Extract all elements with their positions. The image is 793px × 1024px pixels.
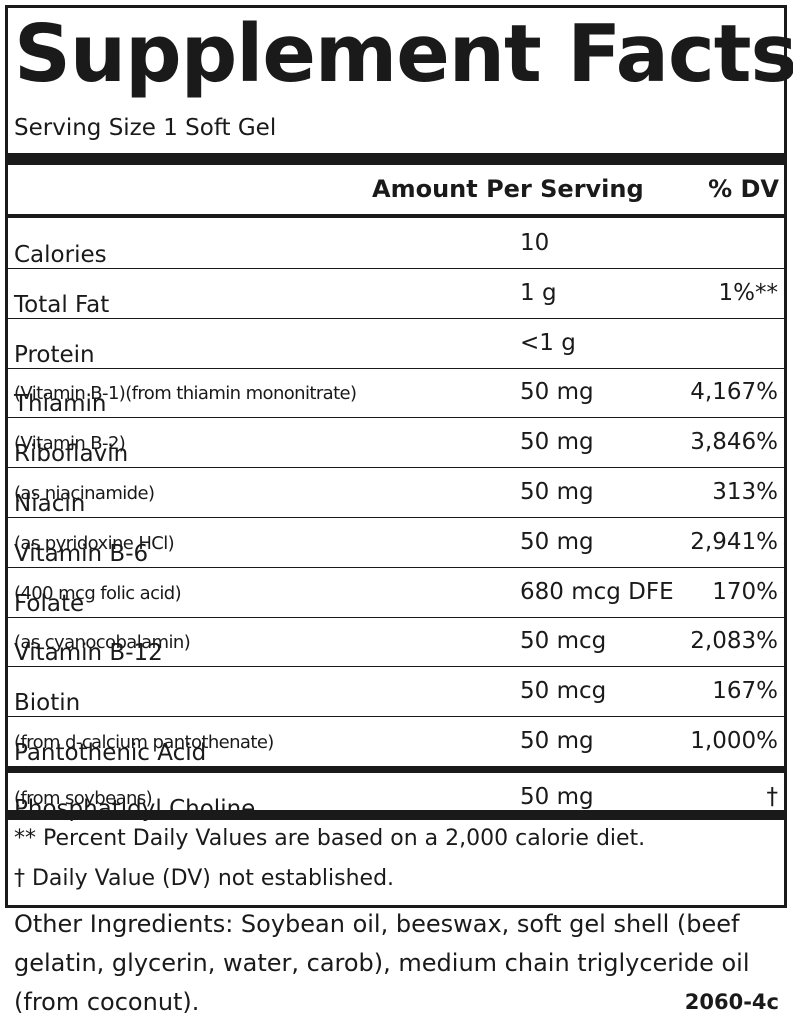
nutrient-name: Protein <box>14 341 95 368</box>
nutrient-row: Calories 10 <box>5 218 787 269</box>
nutrient-name-cell: Phosphatidyl Choline (from soybeans) <box>14 784 255 822</box>
nutrient-row: Protein <1 g <box>5 318 787 369</box>
amount: 50 mcg <box>520 678 607 705</box>
amount: 680 mcg DFE <box>520 578 674 605</box>
product-code: 2060-4c <box>684 990 779 1014</box>
nutrient-note: (400 mcg folic acid) <box>14 582 182 604</box>
amount-header: Amount Per Serving <box>372 175 644 203</box>
nutrient-name-cell: Folate (400 mcg folic acid) <box>14 579 182 617</box>
nutrient-name: Biotin <box>14 690 81 717</box>
thick-rule <box>5 810 787 820</box>
nutrient-row: Total Fat 1 g 1%** <box>5 268 787 319</box>
nutrient-name: Vitamin B-6 <box>14 540 149 567</box>
nutrient-row: Vitamin B-12 (as cyanocobalamin) 50 mcg 2,… <box>5 616 787 668</box>
nutrient-row: Niacin (as niacinamide) 50 mg 313% <box>5 467 787 518</box>
nutrient-name-cell: Pantothenic Acid (from d-calcium pantoth… <box>14 728 274 766</box>
amount: 50 mg <box>520 728 594 754</box>
nutrient-name: Calories <box>14 242 107 268</box>
nutrient-note: (from soybeans) <box>14 788 153 809</box>
nutrient-name: Riboflavin <box>14 441 129 468</box>
daily-value: † <box>766 784 779 810</box>
nutrient-row: Thiamin (Vitamin B-1)(from thiamin monon… <box>5 367 787 419</box>
rule <box>5 214 787 218</box>
footnote: ** Percent Daily Values are based on a 2… <box>14 826 646 851</box>
nutrient-name-cell: Vitamin B-12 (as cyanocobalamin) <box>14 628 191 666</box>
nutrient-note: (as cyanocobalamin) <box>14 632 191 654</box>
nutrient-name: Thiamin <box>14 391 107 418</box>
dv-header: % DV <box>708 175 779 203</box>
amount: 50 mcg <box>520 628 607 655</box>
nutrient-row: Pantothenic Acid (from d-calcium pantoth… <box>5 716 787 766</box>
amount: 50 mg <box>520 429 594 456</box>
thick-rule <box>5 766 787 773</box>
daily-value: 2,083% <box>690 628 778 655</box>
amount: 50 mg <box>520 784 594 810</box>
nutrient-name: Folate <box>14 590 85 617</box>
nutrient-row: Phosphatidyl Choline (from soybeans) 50 m… <box>5 772 787 822</box>
amount: 1 g <box>520 279 557 306</box>
daily-value: 170% <box>712 578 778 605</box>
daily-value: 4,167% <box>690 379 778 406</box>
daily-value: 1,000% <box>690 728 778 754</box>
daily-value: 1%** <box>718 279 779 306</box>
nutrient-name: Pantothenic Acid <box>14 740 207 766</box>
nutrient-name-cell: Riboflavin (Vitamin B-2) <box>14 429 128 467</box>
amount: 10 <box>520 230 550 256</box>
nutrient-note: (as niacinamide) <box>14 483 155 504</box>
nutrient-name: Vitamin B-12 <box>14 640 163 667</box>
other-ingredients: Other Ingredients: Soybean oil, beeswax,… <box>14 910 750 1016</box>
nutrient-note: (from d-calcium pantothenate) <box>14 732 274 753</box>
daily-value: 167% <box>712 678 778 705</box>
daily-value: 2,941% <box>690 528 778 555</box>
nutrient-row: Biotin 50 mcg 167% <box>5 666 787 718</box>
nutrient-name: Niacin <box>14 491 86 517</box>
amount: 50 mg <box>520 479 594 505</box>
nutrient-row: Riboflavin (Vitamin B-2) 50 mg 3,846% <box>5 417 787 469</box>
amount: 50 mg <box>520 379 594 406</box>
nutrient-name-cell: Thiamin (Vitamin B-1)(from thiamin monon… <box>14 379 357 417</box>
title: Supplement Facts <box>14 8 793 100</box>
daily-value: 3,846% <box>690 429 778 456</box>
nutrient-name-cell: Niacin (as niacinamide) <box>14 479 155 517</box>
nutrient-note: (Vitamin B-2) <box>14 433 126 455</box>
thick-rule <box>5 153 787 165</box>
nutrient-name: Total Fat <box>14 291 110 318</box>
nutrient-note: (as pyridoxine HCl) <box>14 532 175 554</box>
daily-value: 313% <box>712 479 778 505</box>
nutrient-note: (Vitamin B-1)(from thiamin mononitrate) <box>14 383 357 405</box>
amount: <1 g <box>520 329 576 356</box>
amount: 50 mg <box>520 528 594 555</box>
label-border <box>5 5 787 908</box>
footnote: † Daily Value (DV) not established. <box>14 866 395 891</box>
serving-size: Serving Size 1 Soft Gel <box>14 115 277 141</box>
nutrient-row: Vitamin B-6 (as pyridoxine HCl) 50 mg 2,94… <box>5 517 787 568</box>
nutrient-name-cell: Vitamin B-6 (as pyridoxine HCl) <box>14 529 175 567</box>
nutrient-row: Folate (400 mcg folic acid) 680 mcg DFE 17… <box>5 567 787 618</box>
nutrient-name: Phosphatidyl Choline <box>14 796 256 822</box>
